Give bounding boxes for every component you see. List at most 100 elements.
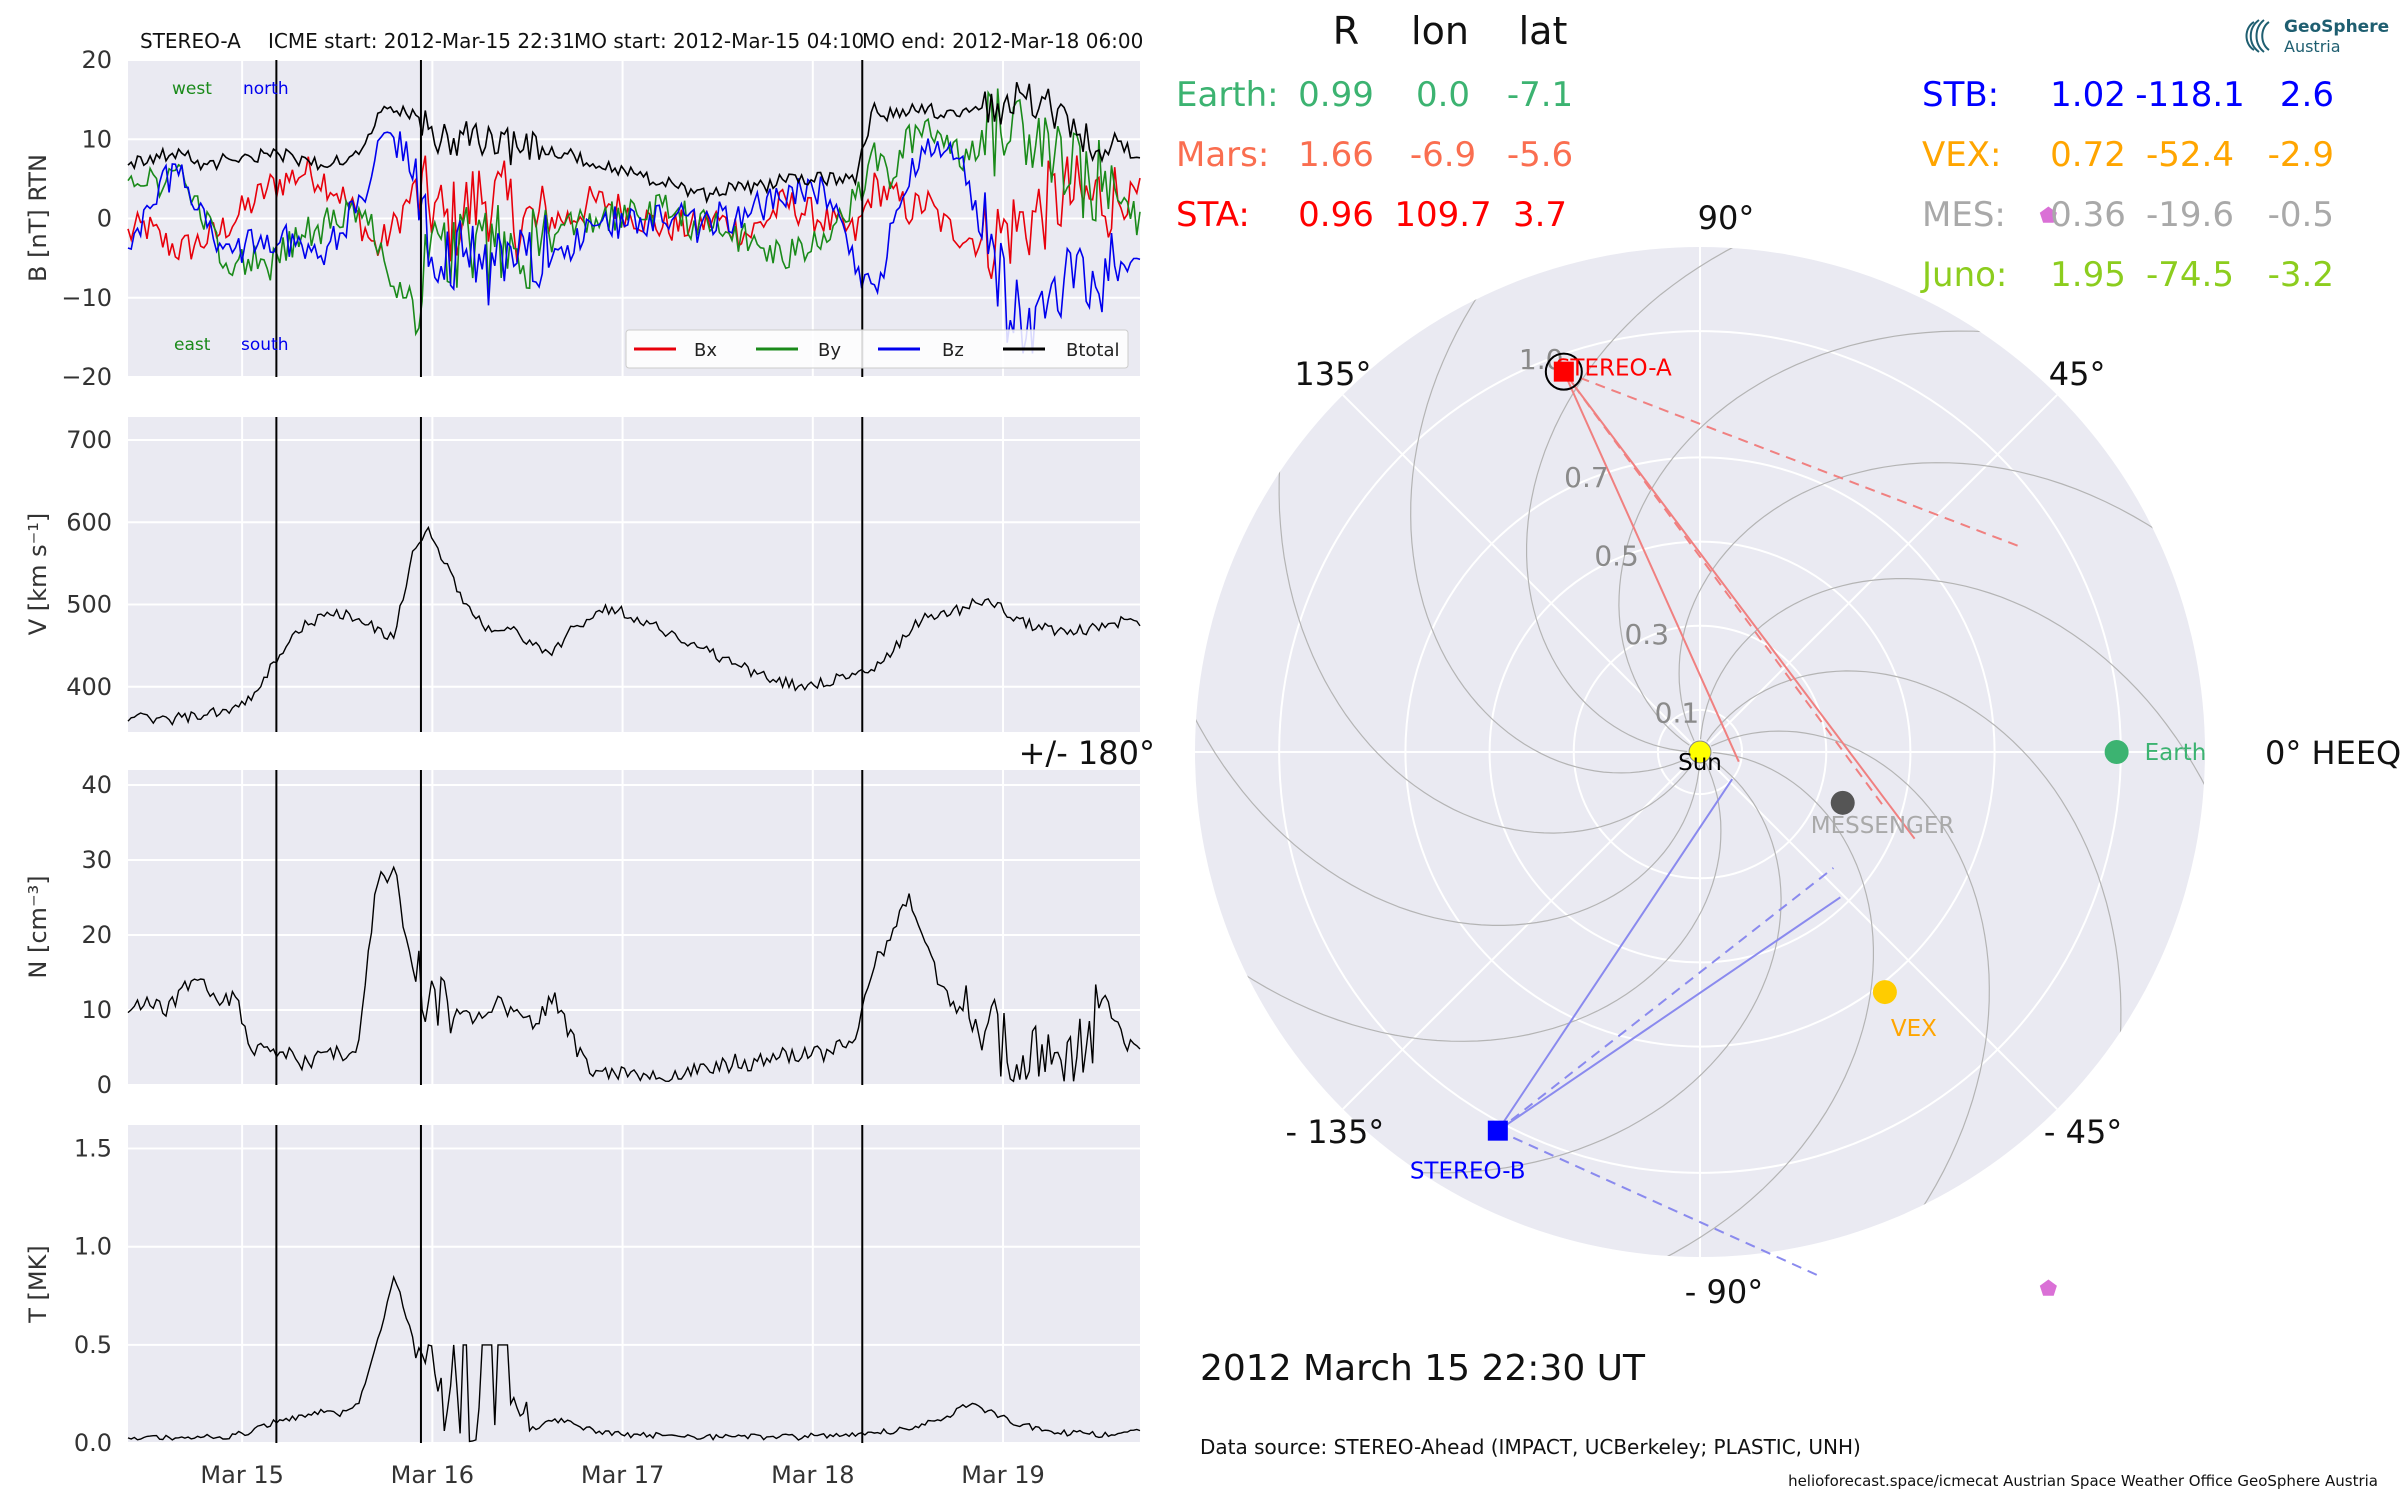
- polar-angle-label: 45°: [2049, 355, 2106, 393]
- x-tick-label: Mar 17: [581, 1461, 664, 1489]
- y-tick-label: 0: [97, 1071, 112, 1099]
- speed-gridlines: [128, 417, 1140, 732]
- temperature-gridlines: [128, 1125, 1140, 1444]
- logo-line1: GeoSphere: [2284, 17, 2389, 37]
- magnetic-field-panel: 20 10 0 −10 −20 B [nT] RTN STEREO-A ICME sta…: [24, 29, 1143, 391]
- y-tick-label: 500: [66, 591, 112, 619]
- y-tick-label: 20: [81, 46, 112, 74]
- stereo-b-view-line: [1497, 896, 1841, 1132]
- polar-bodies: Sun Earth STEREO-A STEREO-B VEX MESSENGER: [1410, 206, 2207, 1296]
- y-tick-label: 400: [66, 673, 112, 701]
- series-line-btotal: [127, 81, 1141, 205]
- stereo-b-view-line: [1496, 778, 1734, 1132]
- legend-label-bx: Bx: [694, 340, 717, 361]
- y-tick-label: −10: [61, 284, 112, 312]
- position-lat: -5.6: [1507, 135, 1573, 175]
- parker-spiral-line: [1278, 428, 1694, 834]
- sun-label: Sun: [1678, 750, 1722, 776]
- density-y-ticks: 40 30 20 10 0: [81, 771, 112, 1099]
- position-name: VEX:: [1922, 135, 2002, 175]
- stereo-a-view-line: [1563, 371, 1916, 840]
- position-r: 1.95: [2050, 255, 2126, 295]
- stereo-a-marker: [1553, 361, 1574, 382]
- position-name: Mars:: [1176, 135, 1269, 175]
- position-lon: -19.6: [2146, 195, 2234, 235]
- messenger-marker: [1830, 790, 1855, 815]
- vex-marker: [1872, 980, 1897, 1005]
- parker-spiral-line: [1526, 247, 1772, 753]
- position-lon: 0.0: [1416, 75, 1470, 115]
- polar-angle-label: 135°: [1294, 355, 1371, 393]
- position-r: 0.96: [1298, 195, 1374, 235]
- polar-angle-label: - 90°: [1685, 1273, 1763, 1311]
- earth-label: Earth: [2145, 740, 2207, 766]
- pentagon-marker: [2039, 206, 2057, 223]
- east-annotation: east: [174, 335, 211, 355]
- parker-spiral-line: [1211, 762, 1722, 1042]
- stereo-b-view-line: [1497, 867, 1835, 1132]
- position-header-lon: lon: [1411, 9, 1469, 53]
- temperature-panel: 1.51.00.50.0 Mar 15 Mar 16 Mar 17 Mar 18 Mar…: [24, 1125, 1141, 1489]
- series-line-n: [127, 865, 1141, 1083]
- stereo-a-view-line: [1562, 371, 1740, 763]
- magnetic-field-legend: Bx By Bz Btotal: [625, 329, 1129, 369]
- y-tick-label: 0.5: [74, 1331, 112, 1359]
- position-lat: 2.6: [2280, 75, 2334, 115]
- x-tick-label: Mar 19: [961, 1461, 1044, 1489]
- position-lon: -74.5: [2146, 255, 2234, 295]
- position-r: 1.02: [2050, 75, 2126, 115]
- radial-tick-label: 0.1: [1655, 697, 1700, 730]
- parker-spiral-line: [1699, 578, 2205, 824]
- y-tick-label: 40: [81, 771, 112, 799]
- parker-spiral-line: [1195, 680, 1701, 926]
- polar-angle-label: +/- 180°: [1019, 734, 1155, 772]
- position-lat: -2.9: [2268, 135, 2334, 175]
- position-table: R lon lat Earth: 0.99 0.0 -7.1 Mars: 1.66 -6.9…: [1176, 9, 2334, 295]
- radial-tick-label: 0.3: [1624, 618, 1669, 651]
- temperature-series: [127, 1274, 1141, 1443]
- speed-panel: 700 600 500 400 V [km s⁻¹]: [24, 417, 1141, 732]
- radial-tick-label: 0.5: [1594, 540, 1639, 573]
- parker-spiral-line: [1376, 758, 1782, 1174]
- density-y-axis-label: N [cm⁻³]: [24, 875, 52, 978]
- polar-angle-label: 0° HEEQ: [2265, 734, 2400, 772]
- mo-start-label: MO start: 2012-Mar-15 04:10: [574, 29, 864, 53]
- legend-label-btotal: Btotal: [1066, 340, 1120, 361]
- mo-end-label: MO end: 2012-Mar-18 06:00: [862, 29, 1143, 53]
- magnetic-field-y-ticks: 20 10 0 −10 −20: [61, 46, 112, 391]
- position-header-lat: lat: [1519, 9, 1568, 53]
- stereo-b-label: STEREO-B: [1410, 1159, 1526, 1185]
- parker-spiral-line: [1678, 462, 2189, 742]
- position-lat: -0.5: [2268, 195, 2334, 235]
- speed-event-lines: [275, 417, 864, 732]
- temperature-plot-area: [128, 1125, 1140, 1443]
- position-r: 1.66: [1298, 135, 1374, 175]
- speed-series: [127, 525, 1141, 726]
- position-name: STB:: [1922, 75, 1999, 115]
- data-source: Data source: STEREO-Ahead (IMPACT, UCBer…: [1200, 1435, 1861, 1459]
- speed-y-axis-label: V [km s⁻¹]: [24, 513, 52, 635]
- icme-start-label: ICME start: 2012-Mar-15 22:31: [268, 29, 575, 53]
- x-tick-label: Mar 16: [391, 1461, 474, 1489]
- position-lon: -6.9: [1410, 135, 1476, 175]
- magnetic-field-y-axis-label: B [nT] RTN: [24, 154, 52, 282]
- y-tick-label: 0.0: [74, 1429, 112, 1457]
- density-series: [127, 865, 1141, 1083]
- series-line-t: [127, 1274, 1141, 1443]
- west-annotation: west: [172, 79, 212, 99]
- y-tick-label: −20: [61, 363, 112, 391]
- y-tick-label: 0: [97, 205, 112, 233]
- panel-spacecraft-label: STEREO-A: [140, 29, 241, 53]
- parker-spiral-line: [1410, 263, 1690, 774]
- position-name: Juno:: [1920, 255, 2007, 295]
- polar-radial-tick-labels: 0.10.30.50.71.0: [1519, 343, 1699, 730]
- polar-angle-label: 90°: [1698, 199, 1755, 237]
- density-event-lines: [275, 770, 864, 1085]
- y-tick-label: 10: [81, 996, 112, 1024]
- date-x-ticks: Mar 15 Mar 16 Mar 17 Mar 18 Mar 19: [200, 1461, 1044, 1489]
- temperature-y-ticks: 1.5 1.0 0.5 0.0: [74, 1135, 112, 1457]
- series-line-bz: [127, 131, 1141, 354]
- y-tick-label: 600: [66, 508, 112, 536]
